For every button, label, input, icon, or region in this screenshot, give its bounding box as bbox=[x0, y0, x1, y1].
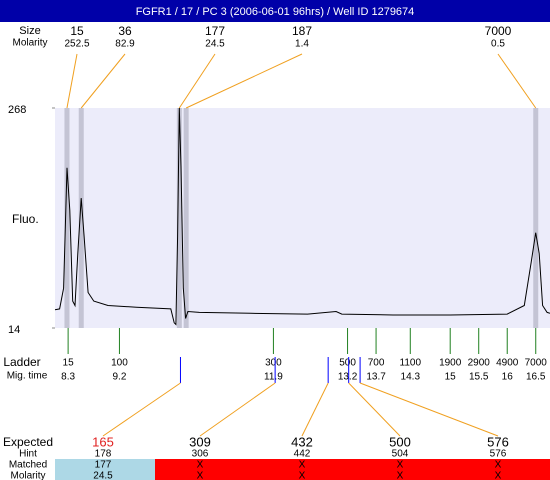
expected-connector bbox=[348, 382, 401, 437]
row-label: Molarity bbox=[10, 471, 45, 480]
peak-size: 15 bbox=[70, 24, 84, 38]
matched-value: X bbox=[197, 460, 204, 471]
peak-connector bbox=[497, 53, 537, 109]
ladder-time: 14.3 bbox=[401, 372, 421, 383]
molarity-value: X bbox=[299, 471, 306, 480]
peak-size: 36 bbox=[118, 24, 132, 38]
ladder-time: 9.2 bbox=[112, 372, 126, 383]
peak-size: 187 bbox=[292, 24, 312, 38]
peak-connector bbox=[185, 53, 303, 109]
ladder-time: 13.2 bbox=[338, 372, 358, 383]
molarity-value: X bbox=[397, 471, 404, 480]
expected-connector bbox=[102, 382, 181, 437]
expected-value: 165 bbox=[92, 434, 114, 449]
hint-value: 504 bbox=[392, 449, 409, 460]
ladder-time: 15.5 bbox=[469, 372, 489, 383]
row-label: Hint bbox=[19, 449, 37, 460]
ladder-time: 13.7 bbox=[366, 372, 386, 383]
y-axis-label: Fluo. bbox=[12, 212, 39, 226]
ladder-size: 2900 bbox=[468, 358, 491, 369]
ladder-size: 700 bbox=[368, 358, 385, 369]
ladder-size: 7000 bbox=[525, 358, 548, 369]
ladder-size: 4900 bbox=[496, 358, 519, 369]
peak-band bbox=[183, 108, 189, 328]
ladder-time: 16.5 bbox=[526, 372, 546, 383]
expected-connector bbox=[301, 382, 329, 437]
nomatch-cell bbox=[155, 459, 550, 480]
row-label: Matched bbox=[9, 460, 47, 471]
expected-value: 576 bbox=[487, 434, 509, 449]
hint-value: 576 bbox=[490, 449, 507, 460]
ladder-size: 500 bbox=[339, 358, 356, 369]
ladder-time: 8.3 bbox=[61, 372, 75, 383]
expected-value: 432 bbox=[291, 434, 313, 449]
peak-connector bbox=[80, 53, 126, 109]
peak-size: 177 bbox=[205, 24, 225, 38]
title: FGFR1 / 17 / PC 3 (2006-06-01 96hrs) / W… bbox=[136, 6, 415, 18]
peak-molarity: 252.5 bbox=[64, 39, 89, 50]
ladder-size: 300 bbox=[265, 358, 282, 369]
matched-value: X bbox=[299, 460, 306, 471]
match-cell bbox=[55, 459, 155, 480]
peak-molarity: 1.4 bbox=[295, 39, 309, 50]
expected-connector bbox=[199, 382, 276, 437]
row-label: Size bbox=[19, 25, 40, 37]
expected-value: 309 bbox=[189, 434, 211, 449]
peak-connector bbox=[66, 53, 78, 109]
molarity-value: X bbox=[197, 471, 204, 480]
ladder-time: 11.9 bbox=[264, 372, 283, 383]
peak-connector bbox=[178, 53, 216, 109]
peak-molarity: 24.5 bbox=[205, 39, 225, 50]
plot-area bbox=[55, 108, 550, 328]
peak-band bbox=[176, 108, 182, 328]
y-tick-label: 268 bbox=[8, 104, 26, 116]
ladder-time: 16 bbox=[502, 372, 514, 383]
peak-band bbox=[64, 108, 70, 328]
ladder-size: 1100 bbox=[400, 358, 422, 369]
expected-value: 500 bbox=[389, 434, 411, 449]
peak-molarity: 82.9 bbox=[115, 39, 135, 50]
ladder-size: 15 bbox=[63, 358, 75, 369]
peak-molarity: 0.5 bbox=[491, 39, 505, 50]
matched-value: X bbox=[397, 460, 404, 471]
matched-value: X bbox=[495, 460, 502, 471]
ladder-time: 15 bbox=[445, 372, 457, 383]
peak-band bbox=[533, 108, 539, 328]
matched-value: 177 bbox=[95, 460, 112, 471]
row-label: Ladder bbox=[3, 355, 40, 369]
peak-size: 7000 bbox=[485, 24, 512, 38]
molarity-value: X bbox=[495, 471, 502, 480]
y-tick-label: 14 bbox=[8, 324, 20, 336]
trace bbox=[54, 107, 550, 326]
title-bar bbox=[0, 0, 550, 22]
hint-value: 306 bbox=[192, 449, 209, 460]
molarity-value: 24.5 bbox=[93, 471, 113, 480]
hint-value: 178 bbox=[95, 449, 112, 460]
peak-band bbox=[78, 108, 84, 328]
row-label: Molarity bbox=[12, 38, 47, 49]
row-label: Expected bbox=[3, 435, 53, 449]
hint-value: 442 bbox=[294, 449, 311, 460]
ladder-size: 100 bbox=[111, 358, 128, 369]
expected-connector bbox=[359, 382, 499, 437]
row-label: Mig. time bbox=[7, 371, 48, 382]
ladder-size: 1900 bbox=[439, 358, 462, 369]
